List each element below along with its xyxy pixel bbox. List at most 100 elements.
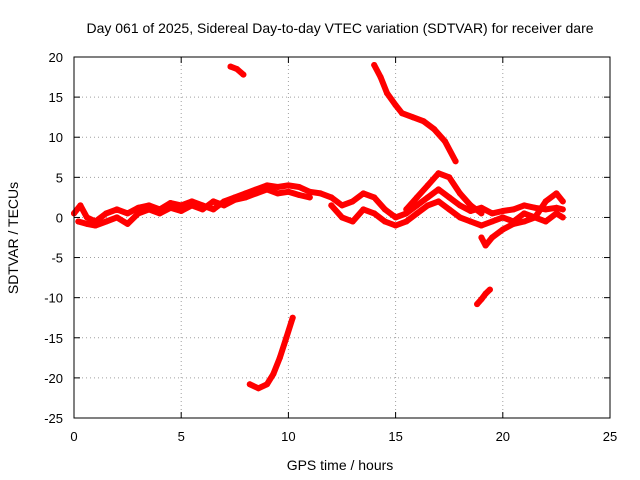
data-point — [328, 194, 335, 201]
series-track-dip — [478, 190, 566, 249]
data-point — [156, 210, 163, 217]
data-point — [532, 214, 538, 221]
data-point — [489, 234, 496, 241]
data-point — [103, 218, 110, 225]
data-point — [360, 190, 367, 197]
data-point — [553, 204, 560, 211]
data-point — [285, 188, 292, 195]
data-point — [377, 74, 384, 81]
data-point — [559, 198, 566, 205]
data-point — [510, 206, 517, 213]
data-point — [349, 198, 356, 205]
data-point — [274, 184, 281, 190]
data-point — [403, 218, 410, 225]
data-point — [113, 206, 120, 213]
data-point — [424, 194, 431, 201]
data-point — [467, 202, 474, 209]
y-tick-label: -5 — [51, 251, 63, 266]
data-point — [392, 222, 399, 229]
data-point — [510, 220, 517, 227]
series-track-fall — [371, 62, 459, 165]
data-point — [92, 222, 99, 229]
data-point — [431, 126, 438, 133]
data-point — [499, 214, 506, 221]
data-point — [270, 370, 277, 377]
data-point — [532, 204, 538, 211]
data-point — [474, 301, 481, 308]
data-point — [113, 214, 120, 221]
data-point — [409, 114, 416, 121]
data-point — [124, 220, 131, 227]
data-point — [188, 202, 195, 209]
data-point — [246, 381, 253, 388]
data-point — [414, 202, 420, 209]
data-point — [456, 214, 463, 221]
data-point — [456, 190, 463, 197]
series-layer — [71, 62, 566, 392]
data-point — [435, 198, 442, 205]
data-point — [306, 194, 313, 201]
data-point — [452, 158, 459, 165]
data-point — [221, 202, 228, 209]
y-axis-title: SDTVAR / TECUs — [5, 182, 21, 294]
x-tick-label: 15 — [388, 429, 402, 444]
data-point — [339, 202, 345, 209]
data-point — [77, 202, 84, 209]
data-point — [553, 190, 560, 197]
data-point — [399, 110, 405, 117]
data-point — [446, 194, 453, 201]
data-point — [446, 174, 453, 181]
data-point — [456, 202, 463, 209]
data-point — [317, 190, 324, 197]
data-point — [242, 194, 249, 201]
data-point — [135, 204, 142, 211]
data-point — [559, 206, 566, 213]
y-tick-label: 5 — [56, 170, 63, 185]
grid-layer — [74, 57, 610, 418]
y-tick-label: 15 — [49, 90, 63, 105]
data-point — [339, 214, 345, 221]
data-point — [420, 118, 427, 125]
data-point — [446, 206, 453, 213]
data-point — [486, 286, 493, 293]
data-point — [392, 214, 399, 221]
data-point — [542, 218, 549, 225]
data-point — [306, 188, 313, 195]
y-tick-label: 10 — [49, 130, 63, 145]
data-point — [227, 63, 234, 70]
data-point — [349, 218, 356, 225]
data-point — [289, 314, 296, 321]
x-tick-label: 10 — [281, 429, 295, 444]
data-point — [441, 138, 448, 145]
data-point — [167, 204, 174, 211]
data-point — [414, 210, 420, 217]
data-point — [403, 206, 410, 213]
x-tick-label: 25 — [603, 429, 617, 444]
data-point — [489, 210, 496, 217]
tick-layer: 0 5 10 15 20 25 -25 -20 -15 -10 -5 0 5 10 15 20 — [44, 50, 617, 444]
data-point — [296, 192, 303, 198]
data-point — [360, 206, 367, 213]
data-point — [283, 334, 290, 341]
data-point — [521, 210, 528, 217]
data-point — [167, 200, 174, 206]
y-tick-label: -15 — [44, 331, 63, 346]
x-axis-title: GPS time / hours — [287, 457, 394, 473]
chart-title: Day 061 of 2025, Sidereal Day-to-day VTE… — [86, 20, 593, 36]
data-point — [274, 190, 281, 197]
y-tick-label: -10 — [44, 291, 63, 306]
data-point — [255, 385, 262, 392]
data-point — [199, 206, 206, 213]
data-point — [240, 71, 247, 78]
data-point — [178, 208, 185, 214]
plot-frame — [73, 56, 611, 419]
data-point — [482, 290, 489, 297]
data-point — [553, 210, 560, 217]
data-point — [414, 194, 420, 201]
x-tick-label: 0 — [70, 429, 77, 444]
data-point — [276, 354, 283, 361]
data-point — [489, 218, 496, 225]
data-point — [499, 208, 506, 214]
data-point — [124, 210, 131, 217]
